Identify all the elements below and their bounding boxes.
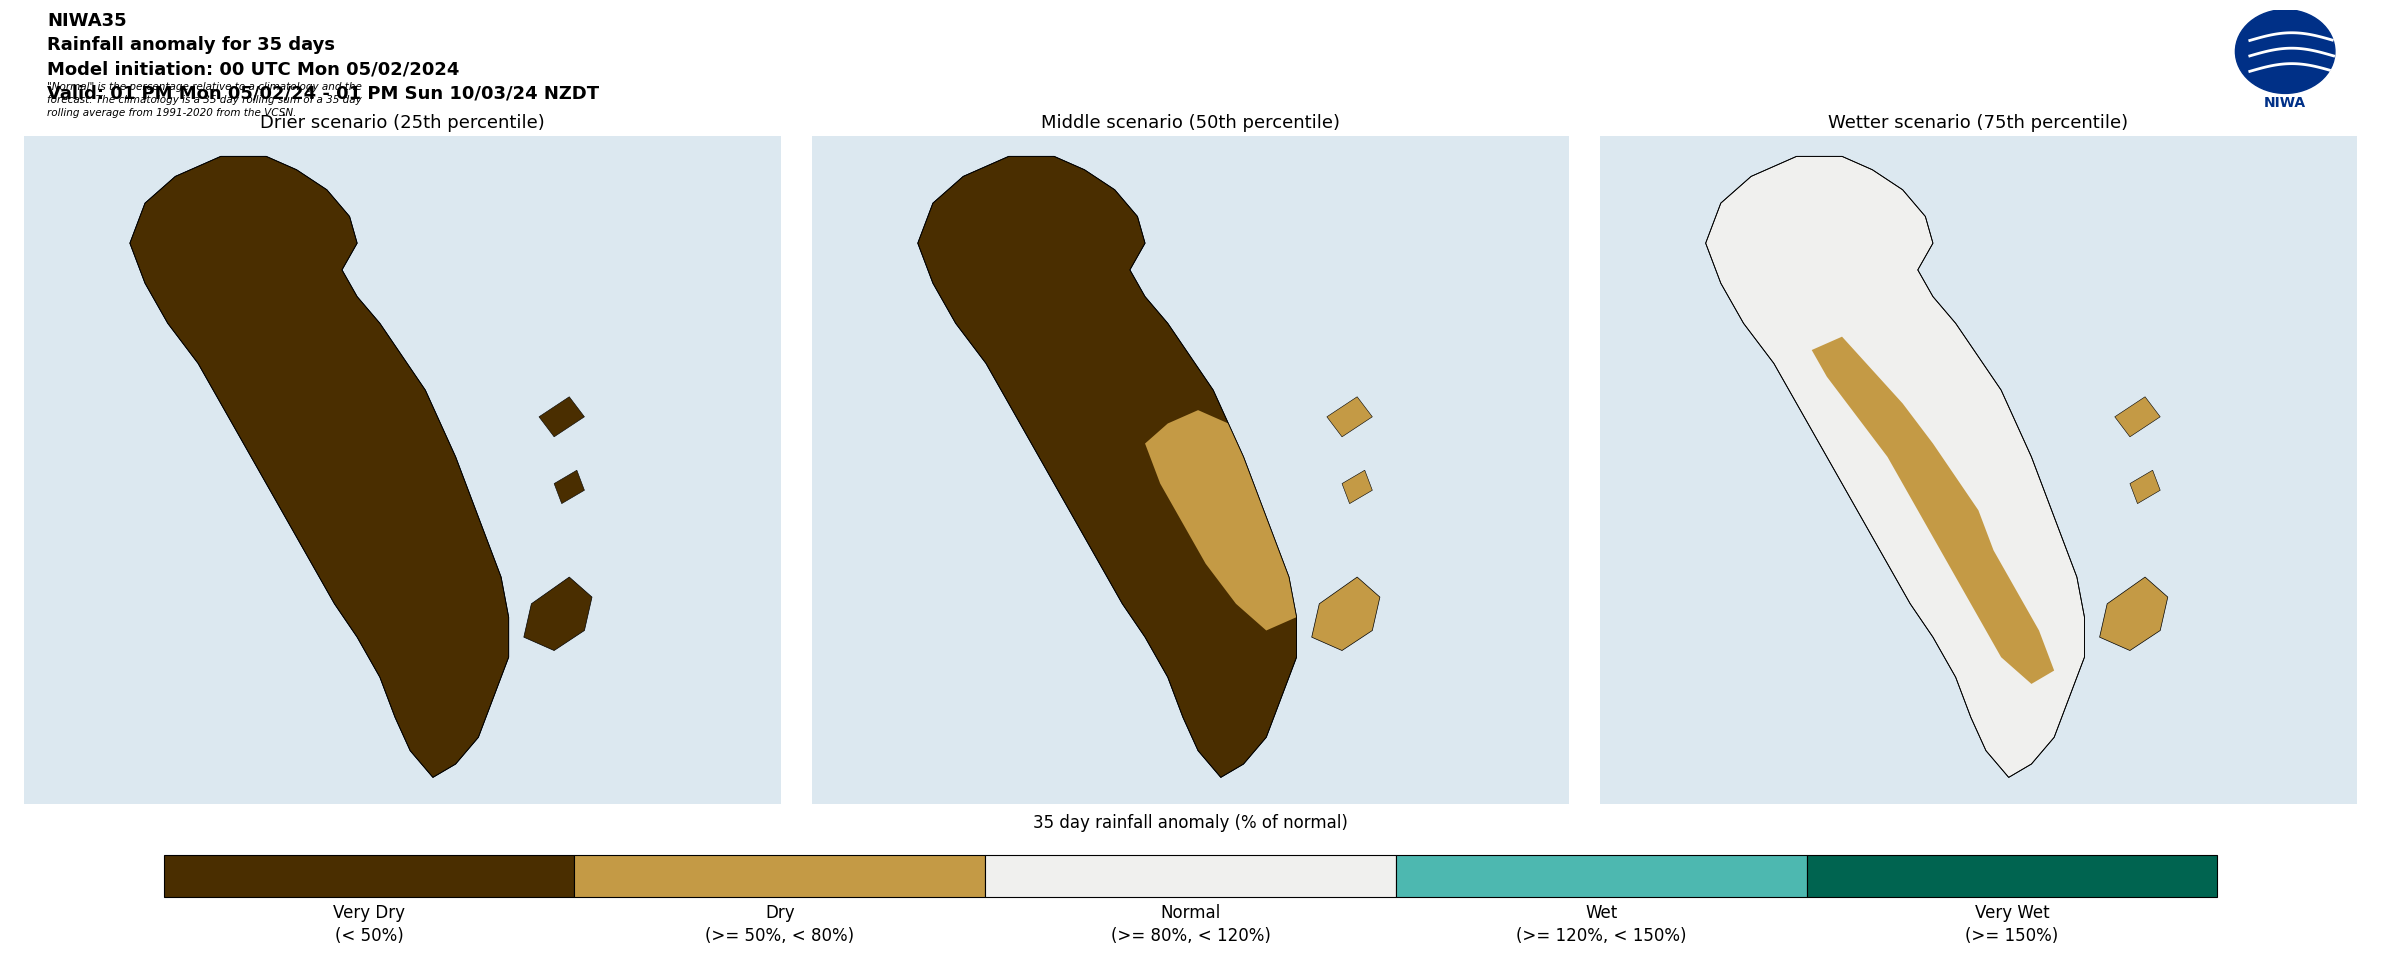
Polygon shape: [2100, 577, 2167, 650]
Text: Very Wet: Very Wet: [1974, 903, 2050, 922]
Text: Dry: Dry: [764, 903, 795, 922]
Text: (>= 50%, < 80%): (>= 50%, < 80%): [705, 927, 855, 946]
Title: Middle scenario (50th percentile): Middle scenario (50th percentile): [1040, 114, 1341, 132]
Polygon shape: [538, 397, 583, 437]
Polygon shape: [1312, 577, 1381, 650]
Text: Wet: Wet: [1586, 903, 1617, 922]
Bar: [1807, 854, 2217, 897]
Text: Normal: Normal: [1160, 903, 1221, 922]
Bar: [986, 854, 1395, 897]
Polygon shape: [1343, 470, 1371, 503]
Text: "Normal" is the percentage relative to a climatology and the
forecast. The clima: "Normal" is the percentage relative to a…: [48, 82, 362, 118]
Polygon shape: [524, 577, 593, 650]
Bar: [1395, 854, 1807, 897]
Bar: [164, 854, 574, 897]
Polygon shape: [1812, 337, 2055, 684]
Polygon shape: [131, 156, 510, 778]
Text: 35 day rainfall anomaly (% of normal): 35 day rainfall anomaly (% of normal): [1033, 814, 1348, 832]
Polygon shape: [1326, 397, 1371, 437]
Polygon shape: [2131, 470, 2160, 503]
Text: (>= 120%, < 150%): (>= 120%, < 150%): [1517, 927, 1686, 946]
Title: Drier scenario (25th percentile): Drier scenario (25th percentile): [260, 114, 545, 132]
Text: (< 50%): (< 50%): [336, 927, 402, 946]
Polygon shape: [917, 156, 1298, 778]
Text: NIWA: NIWA: [2264, 96, 2307, 110]
Polygon shape: [555, 470, 583, 503]
Title: Wetter scenario (75th percentile): Wetter scenario (75th percentile): [1829, 114, 2129, 132]
Text: (>= 150%): (>= 150%): [1964, 927, 2060, 946]
Polygon shape: [1145, 410, 1298, 630]
Text: NIWA35
Rainfall anomaly for 35 days
Model initiation: 00 UTC Mon 05/02/2024
Vali: NIWA35 Rainfall anomaly for 35 days Mode…: [48, 12, 600, 103]
Polygon shape: [1705, 156, 2083, 778]
Circle shape: [2236, 10, 2336, 93]
Polygon shape: [2114, 397, 2160, 437]
Text: (>= 80%, < 120%): (>= 80%, < 120%): [1110, 927, 1271, 946]
Bar: [574, 854, 986, 897]
Text: Very Dry: Very Dry: [333, 903, 405, 922]
